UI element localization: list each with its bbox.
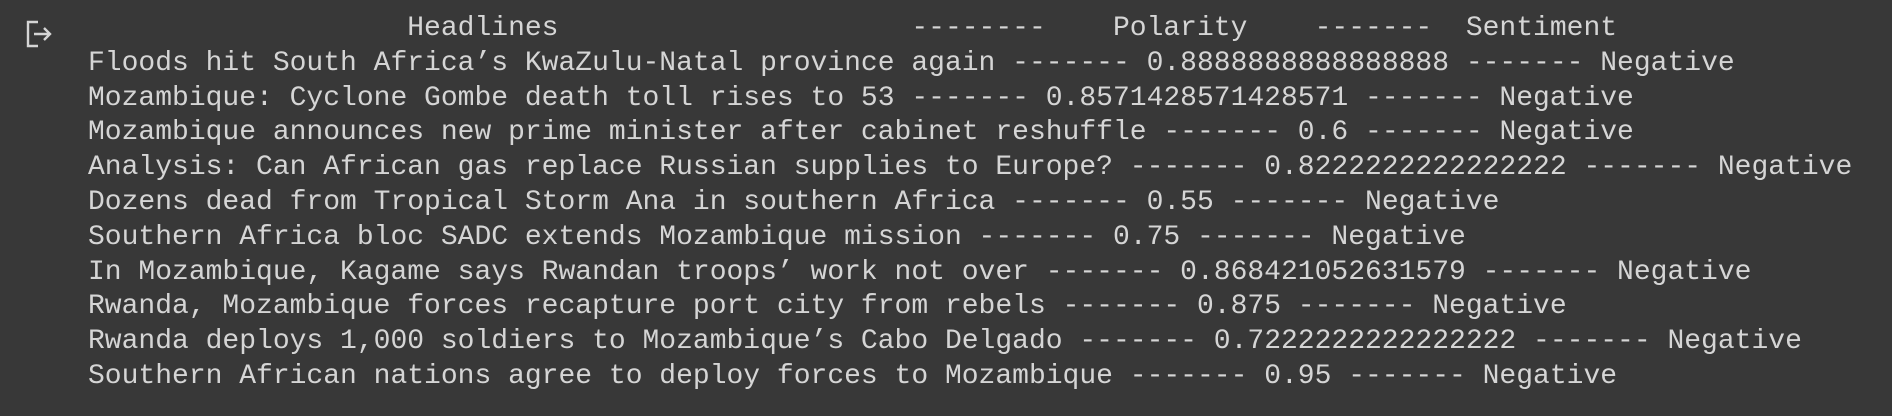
separator: ------- [1129,360,1248,392]
result-line: Dozens dead from Tropical Storm Ana in s… [88,186,1852,221]
headline: Rwanda, Mozambique forces recapture port… [88,291,1046,323]
sentiment: Negative [1617,256,1752,288]
result-line: Floods hit South Africa’s KwaZulu-Natal … [88,47,1852,82]
sentiment: Negative [1482,360,1618,392]
sentiment: Negative [1331,221,1466,253]
result-line: Mozambique announces new prime minister … [88,116,1852,151]
polarity: 0.8571428571428571 [1045,82,1349,114]
polarity: 0.8888888888888888 [1146,47,1450,79]
separator: ------- [1482,256,1601,288]
separator: ------- [1196,221,1315,253]
separator: ------- [1365,117,1483,149]
polarity: 0.7222222222222222 [1213,326,1517,358]
result-line: Rwanda, Mozambique forces recapture port… [88,290,1852,325]
sentiment: Negative [1499,117,1634,149]
separator: ------- [1012,47,1130,79]
separator: ------- [1583,152,1702,184]
separator: ------- [1465,47,1584,79]
polarity: 0.75 [1112,221,1181,253]
sentiment: Negative [1717,152,1853,184]
separator: ------- [1163,117,1281,149]
polarity: 0.95 [1264,360,1332,392]
headline: Mozambique announces new prime minister … [88,117,1147,149]
separator: ------- [1062,291,1181,323]
separator: ------- [1297,291,1416,323]
headline: In Mozambique, Kagame says Rwandan troop… [88,256,1029,288]
separator: ------- [1533,326,1651,358]
polarity: 0.6 [1297,117,1349,149]
headline: Mozambique: Cyclone Gombe death toll ris… [88,82,895,114]
result-line: Southern Africa bloc SADC extends Mozamb… [88,221,1852,256]
result-line: In Mozambique, Kagame says Rwandan troop… [88,256,1852,291]
polarity: 0.55 [1146,186,1214,218]
sentiment: Negative [1600,47,1735,79]
separator: ------- [1079,326,1197,358]
separator: ------- [978,221,1097,253]
output-text: Headlines -------- Polarity ------- Sent… [88,12,1852,395]
separator: ------- [1365,82,1483,114]
headline: Southern African nations agree to deploy… [88,360,1113,392]
result-line: Southern African nations agree to deploy… [88,360,1852,395]
separator: ------- [1045,256,1164,288]
separator: ------- [1348,360,1466,392]
separator: ------- [911,82,1029,114]
headline: Floods hit South Africa’s KwaZulu-Natal … [88,47,996,79]
polarity: 0.875 [1196,291,1281,323]
header-line: Headlines -------- Polarity ------- Sent… [88,13,1618,44]
result-line: Mozambique: Cyclone Gombe death toll ris… [88,82,1852,117]
separator: ------- [1012,186,1130,218]
sentiment: Negative [1432,291,1567,323]
headline: Rwanda deploys 1,000 soldiers to Mozambi… [88,326,1063,358]
polarity: 0.868421052631579 [1180,256,1466,288]
sentiment: Negative [1365,186,1500,218]
sentiment: Negative [1499,82,1634,114]
result-line: Rwanda deploys 1,000 soldiers to Mozambi… [88,325,1852,360]
headline: Analysis: Can African gas replace Russia… [88,152,1113,184]
headline: Dozens dead from Tropical Storm Ana in s… [88,186,996,218]
headline: Southern Africa bloc SADC extends Mozamb… [88,221,962,253]
separator: ------- [1129,152,1248,184]
output-icon[interactable] [26,20,56,48]
separator: ------- [1230,186,1349,218]
result-line: Analysis: Can African gas replace Russia… [88,151,1852,186]
polarity: 0.8222222222222222 [1264,152,1567,184]
sentiment: Negative [1667,326,1802,358]
